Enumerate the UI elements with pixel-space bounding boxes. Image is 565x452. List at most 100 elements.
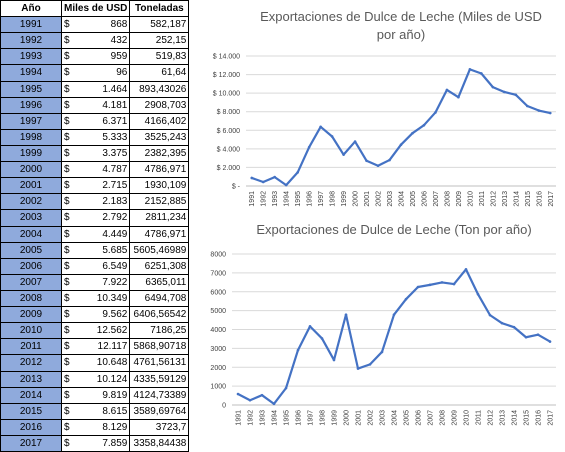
usd-data-point[interactable]	[525, 104, 529, 108]
cell-tons[interactable]: 1930,109	[129, 177, 190, 195]
cell-tons[interactable]: 2811,234	[129, 209, 190, 227]
cell-tons[interactable]: 6494,708	[129, 289, 190, 308]
usd-data-point[interactable]	[411, 131, 414, 135]
cell-year[interactable]: 1997	[0, 112, 62, 130]
tons-series-line[interactable]	[236, 268, 552, 405]
usd-data-point[interactable]	[353, 140, 357, 143]
cell-year[interactable]: 2006	[0, 257, 62, 275]
cell-year[interactable]: 2016	[0, 418, 62, 436]
cell-year[interactable]: 2014	[0, 386, 62, 404]
cell-usd[interactable]: $10.648	[60, 354, 131, 372]
cell-year[interactable]: 2015	[0, 402, 62, 420]
tons-data-point[interactable]	[356, 367, 360, 370]
header-usd[interactable]: Miles de USD	[60, 0, 131, 18]
tons-data-point[interactable]	[320, 337, 324, 340]
cell-year[interactable]: 2004	[0, 225, 62, 243]
cell-year[interactable]: 2002	[0, 193, 62, 211]
tons-data-point[interactable]	[344, 313, 348, 316]
usd-data-point[interactable]	[468, 68, 472, 71]
cell-year[interactable]: 2003	[0, 209, 62, 227]
cell-usd[interactable]: $959	[60, 48, 131, 66]
cell-tons[interactable]: 4786,971	[129, 161, 190, 179]
cell-tons[interactable]: 6365,011	[129, 273, 190, 291]
cell-year[interactable]: 1992	[0, 32, 62, 50]
cell-tons[interactable]: 4761,56131	[129, 354, 190, 372]
usd-data-point[interactable]	[376, 164, 380, 168]
usd-data-point[interactable]	[445, 88, 449, 92]
cell-year[interactable]: 2007	[0, 273, 62, 291]
cell-usd[interactable]: $12.117	[60, 338, 131, 356]
cell-tons[interactable]: 6251,308	[129, 257, 190, 275]
tons-data-point[interactable]	[440, 281, 444, 284]
tons-data-point[interactable]	[296, 348, 300, 352]
tons-data-point[interactable]	[512, 325, 516, 329]
cell-usd[interactable]: $2.183	[60, 193, 131, 211]
cell-year[interactable]: 1998	[0, 128, 62, 146]
cell-tons[interactable]: 61,64	[129, 64, 190, 82]
cell-tons[interactable]: 5868,90718	[129, 338, 190, 356]
cell-tons[interactable]: 7186,25	[129, 322, 190, 340]
usd-data-point[interactable]	[503, 90, 506, 94]
cell-year[interactable]: 1991	[0, 16, 62, 34]
tons-data-point[interactable]	[272, 402, 276, 406]
cell-tons[interactable]: 4166,402	[129, 112, 190, 130]
usd-data-point[interactable]	[388, 158, 391, 162]
usd-data-point[interactable]	[250, 176, 254, 180]
tons-data-point[interactable]	[536, 333, 540, 337]
cell-year[interactable]: 2005	[0, 241, 62, 259]
cell-usd[interactable]: $4.449	[60, 225, 131, 243]
cell-year[interactable]: 2009	[0, 306, 62, 324]
tons-data-point[interactable]	[452, 282, 456, 286]
cell-tons[interactable]: 2152,885	[129, 193, 190, 211]
cell-year[interactable]: 2000	[0, 161, 62, 179]
cell-usd[interactable]: $6.371	[60, 112, 131, 130]
tons-data-point[interactable]	[488, 313, 492, 317]
cell-year[interactable]: 1995	[0, 80, 62, 98]
cell-usd[interactable]: $6.549	[60, 257, 131, 275]
tons-data-point[interactable]	[392, 313, 396, 316]
tons-data-point[interactable]	[416, 285, 420, 289]
usd-data-point[interactable]	[284, 183, 288, 187]
usd-data-point[interactable]	[548, 111, 552, 115]
usd-data-point[interactable]	[365, 159, 368, 163]
usd-data-point[interactable]	[457, 95, 460, 99]
header-year[interactable]: Año	[0, 0, 62, 18]
cell-usd[interactable]: $868	[60, 16, 131, 34]
usd-data-point[interactable]	[319, 125, 322, 129]
cell-usd[interactable]: $9.562	[60, 306, 131, 324]
tons-data-point[interactable]	[248, 398, 252, 402]
cell-year[interactable]: 1999	[0, 144, 62, 163]
cell-usd[interactable]: $4.181	[60, 96, 131, 114]
usd-data-point[interactable]	[342, 153, 345, 156]
cell-tons[interactable]: 5605,46989	[129, 241, 190, 259]
cell-tons[interactable]: 3723,7	[129, 418, 190, 436]
cell-year[interactable]: 2010	[0, 322, 62, 340]
cell-year[interactable]: 2008	[0, 289, 62, 308]
tons-data-point[interactable]	[404, 297, 408, 301]
usd-data-point[interactable]	[261, 180, 265, 184]
tons-data-point[interactable]	[428, 283, 432, 287]
tons-data-point[interactable]	[284, 386, 288, 390]
cell-year[interactable]: 2011	[0, 338, 62, 356]
tons-data-point[interactable]	[476, 292, 480, 296]
tons-data-point[interactable]	[380, 350, 384, 354]
cell-usd[interactable]: $96	[60, 64, 131, 82]
tons-data-point[interactable]	[332, 358, 336, 362]
usd-data-point[interactable]	[434, 111, 437, 114]
cell-usd[interactable]: $12.562	[60, 322, 131, 340]
cell-usd[interactable]: $5.685	[60, 241, 131, 259]
cell-year[interactable]: 2012	[0, 354, 62, 372]
cell-usd[interactable]: $8.615	[60, 402, 131, 420]
cell-tons[interactable]: 582,187	[129, 16, 190, 34]
usd-data-point[interactable]	[537, 109, 541, 112]
cell-tons[interactable]: 519,83	[129, 48, 190, 66]
cell-tons[interactable]: 4124,73389	[129, 386, 190, 404]
tons-data-point[interactable]	[308, 325, 312, 328]
cell-tons[interactable]: 2382,395	[129, 144, 190, 163]
cell-tons[interactable]: 893,43026	[129, 80, 190, 98]
cell-year[interactable]: 1993	[0, 48, 62, 66]
usd-data-point[interactable]	[399, 143, 403, 146]
cell-usd[interactable]: $10.124	[60, 370, 131, 388]
tons-data-point[interactable]	[500, 321, 504, 325]
tons-data-point[interactable]	[260, 393, 264, 397]
